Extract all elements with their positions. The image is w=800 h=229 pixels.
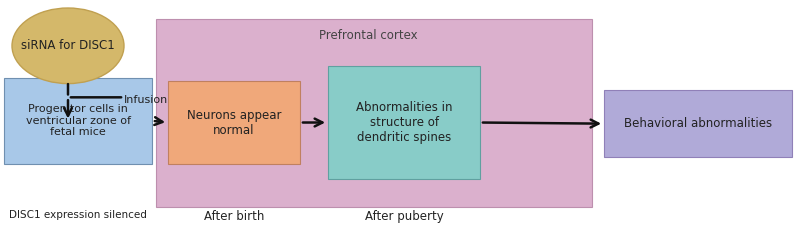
Text: After puberty: After puberty	[365, 210, 443, 223]
Text: Infusion: Infusion	[124, 95, 168, 105]
FancyBboxPatch shape	[156, 19, 592, 207]
FancyBboxPatch shape	[328, 66, 480, 179]
Text: Abnormalities in
structure of
dendritic spines: Abnormalities in structure of dendritic …	[356, 101, 452, 144]
FancyBboxPatch shape	[168, 81, 300, 164]
Text: Neurons appear
normal: Neurons appear normal	[186, 109, 282, 136]
Text: Progenitor cells in
ventricular zone of
fetal mice: Progenitor cells in ventricular zone of …	[26, 104, 130, 137]
Text: siRNA for DISC1: siRNA for DISC1	[21, 39, 115, 52]
Text: Behavioral abnormalities: Behavioral abnormalities	[624, 117, 772, 130]
FancyBboxPatch shape	[604, 90, 792, 157]
Text: After birth: After birth	[204, 210, 264, 223]
Text: DISC1 expression silenced: DISC1 expression silenced	[9, 210, 147, 220]
Text: Prefrontal cortex: Prefrontal cortex	[318, 29, 418, 42]
FancyBboxPatch shape	[4, 78, 152, 164]
Ellipse shape	[12, 8, 124, 84]
